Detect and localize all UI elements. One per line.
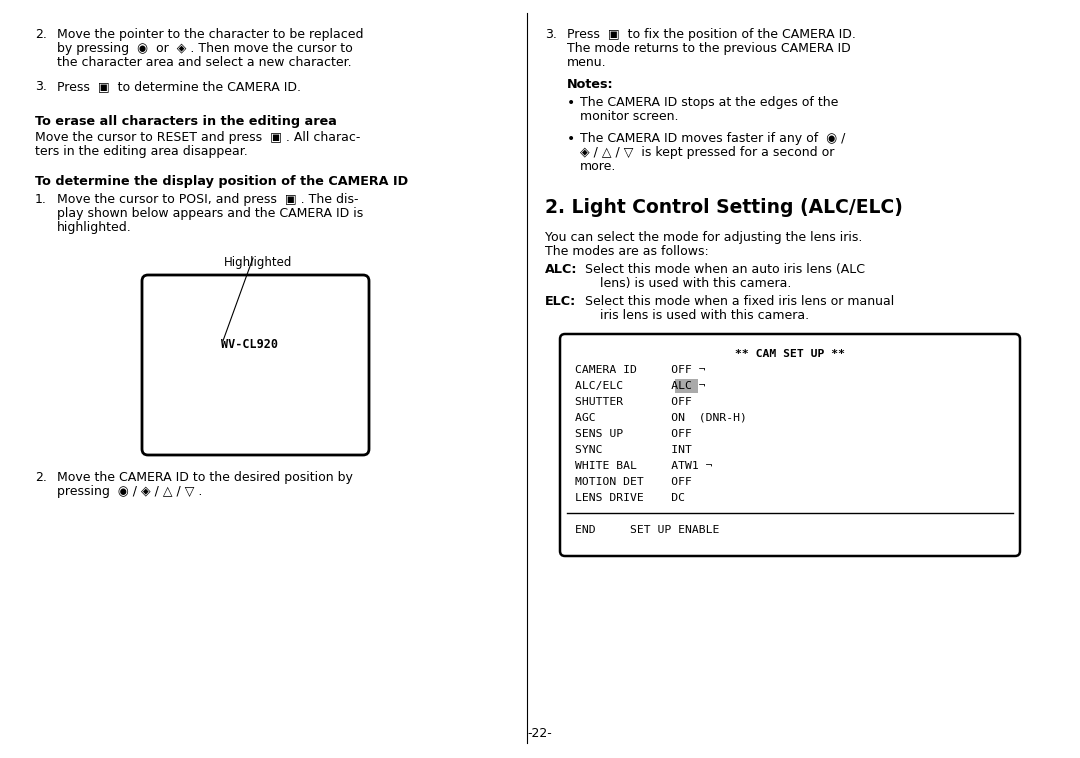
- Text: LENS DRIVE    DC: LENS DRIVE DC: [575, 493, 685, 503]
- Text: Highlighted: Highlighted: [224, 256, 293, 269]
- Text: Press  ▣  to determine the CAMERA ID.: Press ▣ to determine the CAMERA ID.: [57, 80, 301, 93]
- Text: To erase all characters in the editing area: To erase all characters in the editing a…: [35, 115, 337, 128]
- Text: MOTION DET    OFF: MOTION DET OFF: [575, 477, 692, 487]
- Text: the character area and select a new character.: the character area and select a new char…: [57, 56, 352, 69]
- Text: highlighted.: highlighted.: [57, 221, 132, 234]
- Text: SHUTTER       OFF: SHUTTER OFF: [575, 397, 692, 407]
- FancyBboxPatch shape: [561, 334, 1020, 556]
- Text: menu.: menu.: [567, 56, 607, 69]
- Text: WHITE BAL     ATW1 ¬: WHITE BAL ATW1 ¬: [575, 461, 713, 471]
- Bar: [675, 379, 699, 393]
- Text: The mode returns to the previous CAMERA ID: The mode returns to the previous CAMERA …: [567, 42, 851, 55]
- Text: SYNC          INT: SYNC INT: [575, 445, 692, 455]
- Text: ** CAM SET UP **: ** CAM SET UP **: [735, 349, 845, 359]
- Text: 2. Light Control Setting (ALC/ELC): 2. Light Control Setting (ALC/ELC): [545, 198, 903, 217]
- Text: 2.: 2.: [35, 28, 46, 41]
- Text: ters in the editing area disappear.: ters in the editing area disappear.: [35, 145, 247, 158]
- Text: Select this mode when a fixed iris lens or manual: Select this mode when a fixed iris lens …: [585, 295, 894, 308]
- Text: CAMERA ID     OFF ¬: CAMERA ID OFF ¬: [575, 365, 705, 375]
- Text: 3.: 3.: [35, 80, 46, 93]
- Text: -22-: -22-: [528, 727, 552, 740]
- Text: Move the pointer to the character to be replaced: Move the pointer to the character to be …: [57, 28, 364, 41]
- Text: ELC:: ELC:: [545, 295, 577, 308]
- Text: END     SET UP ENABLE: END SET UP ENABLE: [575, 525, 719, 535]
- FancyBboxPatch shape: [141, 275, 369, 455]
- Text: The modes are as follows:: The modes are as follows:: [545, 245, 708, 258]
- Text: ALC/ELC       ALC ¬: ALC/ELC ALC ¬: [575, 381, 705, 391]
- Text: lens) is used with this camera.: lens) is used with this camera.: [600, 277, 792, 290]
- Text: 2.: 2.: [35, 471, 46, 484]
- Text: iris lens is used with this camera.: iris lens is used with this camera.: [600, 309, 809, 322]
- Text: The CAMERA ID stops at the edges of the: The CAMERA ID stops at the edges of the: [580, 96, 838, 109]
- Text: You can select the mode for adjusting the lens iris.: You can select the mode for adjusting th…: [545, 231, 862, 244]
- Text: Press  ▣  to fix the position of the CAMERA ID.: Press ▣ to fix the position of the CAMER…: [567, 28, 855, 41]
- Text: ◈ / △ / ▽  is kept pressed for a second or: ◈ / △ / ▽ is kept pressed for a second o…: [580, 146, 835, 159]
- Text: WV-CL920: WV-CL920: [220, 338, 278, 352]
- Text: play shown below appears and the CAMERA ID is: play shown below appears and the CAMERA …: [57, 207, 363, 220]
- Text: by pressing  ◉  or  ◈ . Then move the cursor to: by pressing ◉ or ◈ . Then move the curso…: [57, 42, 353, 55]
- Text: SENS UP       OFF: SENS UP OFF: [575, 429, 692, 439]
- Text: 3.: 3.: [545, 28, 557, 41]
- Text: To determine the display position of the CAMERA ID: To determine the display position of the…: [35, 175, 408, 188]
- Text: Move the cursor to RESET and press  ▣ . All charac-: Move the cursor to RESET and press ▣ . A…: [35, 131, 361, 144]
- Text: 1.: 1.: [35, 193, 46, 206]
- Text: The CAMERA ID moves faster if any of  ◉ /: The CAMERA ID moves faster if any of ◉ /: [580, 132, 846, 145]
- Text: Move the CAMERA ID to the desired position by: Move the CAMERA ID to the desired positi…: [57, 471, 353, 484]
- Text: Move the cursor to POSI, and press  ▣ . The dis-: Move the cursor to POSI, and press ▣ . T…: [57, 193, 359, 206]
- Text: Notes:: Notes:: [567, 78, 613, 91]
- Text: pressing  ◉ / ◈ / △ / ▽ .: pressing ◉ / ◈ / △ / ▽ .: [57, 485, 202, 498]
- Text: •: •: [567, 96, 576, 110]
- Text: AGC           ON  (DNR-H): AGC ON (DNR-H): [575, 413, 747, 423]
- Text: monitor screen.: monitor screen.: [580, 110, 678, 123]
- Text: Select this mode when an auto iris lens (ALC: Select this mode when an auto iris lens …: [585, 263, 865, 276]
- Text: more.: more.: [580, 160, 617, 173]
- Text: ALC:: ALC:: [545, 263, 578, 276]
- Text: •: •: [567, 132, 576, 146]
